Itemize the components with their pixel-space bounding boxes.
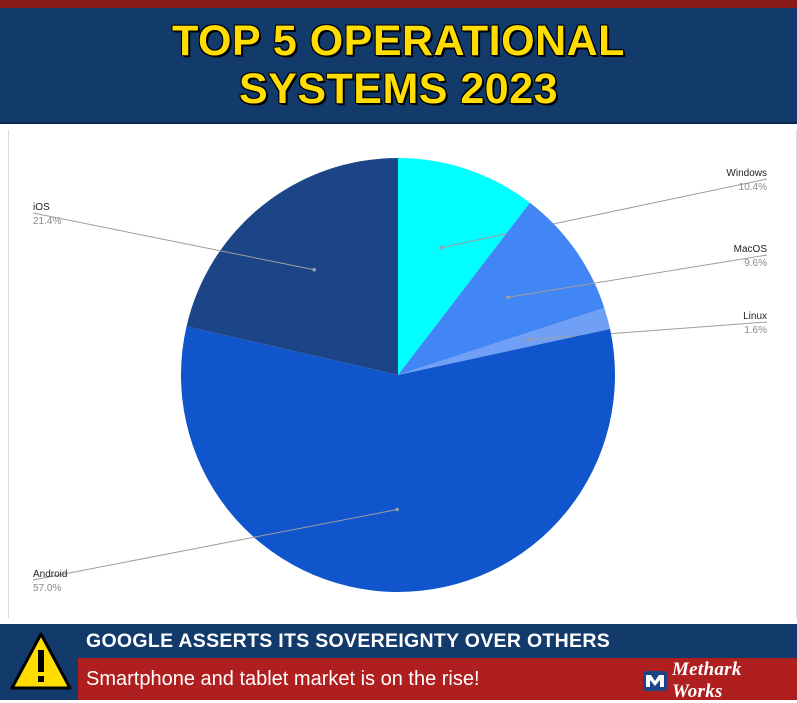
leader-line-linux — [527, 321, 768, 341]
pie-slice-linux — [398, 307, 611, 375]
pie-slice-ios — [186, 158, 398, 375]
slice-label-macos: MacOS — [734, 244, 768, 255]
brand-name: Methark Works — [671, 659, 742, 702]
slice-percent-windows: 10.4% — [739, 182, 767, 193]
leader-line-macos — [507, 254, 768, 298]
leader-dot-ios — [312, 267, 317, 272]
slice-label-android: Android — [33, 569, 67, 580]
slice-percent-android: 57.0% — [33, 583, 61, 594]
leader-line-android — [32, 509, 398, 581]
slice-percent-ios: 21.4% — [33, 216, 61, 227]
brand-logo: Methark Works — [643, 659, 797, 702]
brand-mark-icon — [643, 671, 667, 691]
pie-slice-windows — [398, 158, 530, 375]
pie-slice-macos — [398, 202, 605, 375]
leader-dot-linux — [526, 338, 530, 342]
footer-subline: Smartphone and tablet market is on the r… — [86, 668, 480, 690]
footer-headline: GOOGLE ASSERTS ITS SOVEREIGNTY OVER OTHE… — [86, 630, 611, 652]
slice-percent-macos: 9.6% — [744, 258, 767, 269]
leader-dot-windows — [439, 245, 443, 250]
pie-slice-android — [181, 326, 616, 592]
slice-label-linux: Linux — [743, 311, 767, 322]
page-title: TOP 5 OPERATIONAL SYSTEMS 2023 — [172, 17, 625, 113]
slice-label-windows: Windows — [726, 168, 767, 179]
leader-line-ios — [32, 212, 315, 271]
footer-red-bar — [78, 658, 797, 700]
leader-dot-macos — [506, 295, 510, 300]
pie-chart-area: Windows 10.4% MacOS 9.6% Linux 1.6% Android 57.… — [8, 130, 797, 618]
pie-chart: Windows 10.4% MacOS 9.6% Linux 1.6% Android 57.… — [32, 158, 768, 594]
leader-line-windows — [441, 178, 768, 249]
leader-dot-android — [395, 507, 399, 512]
slice-label-ios: iOS — [33, 202, 50, 213]
top-stripe — [0, 0, 797, 8]
slice-percent-linux: 1.6% — [744, 325, 767, 336]
warning-triangle-icon — [8, 628, 74, 696]
header-banner: TOP 5 OPERATIONAL SYSTEMS 2023 — [0, 8, 797, 124]
